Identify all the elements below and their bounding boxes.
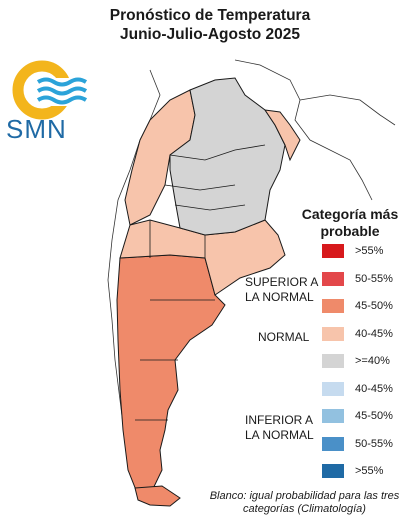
legend-swatch — [322, 354, 344, 368]
legend-swatch-label: 50-55% — [355, 437, 393, 450]
note-line-1: Blanco: igual probabilidad para las tres — [209, 490, 400, 502]
smn-logo-icon — [12, 60, 100, 120]
inferior-line-1: INFERIOR A — [245, 413, 314, 427]
map-title: Pronóstico de Temperatura Junio-Julio-Ag… — [0, 6, 420, 44]
legend-swatch — [322, 464, 344, 478]
legend-swatch-label: 45-50% — [355, 300, 393, 312]
superior-line-2: LA NORMAL — [245, 290, 314, 304]
legend-title-line-2: probable — [320, 223, 380, 239]
legend-swatch-label: 50-55% — [355, 272, 393, 285]
superior-line-1: SUPERIOR A — [245, 275, 319, 289]
legend-swatch — [322, 244, 344, 258]
legend-swatch-label: >55% — [355, 465, 384, 477]
region-misiones — [263, 109, 301, 162]
legend-swatch-label: >=40% — [355, 355, 390, 367]
legend-category-inferior: INFERIOR A LA NORMAL — [245, 413, 314, 443]
smn-logo-text: SMN — [6, 114, 67, 144]
title-line-2: Junio-Julio-Agosto 2025 — [120, 26, 300, 43]
note-line-2: categorías (Climatología) — [243, 503, 366, 515]
region-tierra-del-fuego — [134, 485, 181, 507]
legend-swatch-label: 40-45% — [355, 382, 393, 395]
climatology-note: Blanco: igual probabilidad para las tres… — [192, 490, 417, 516]
title-line-1: Pronóstico de Temperatura — [109, 7, 311, 24]
legend-swatch — [322, 326, 344, 341]
region-patagonia — [116, 254, 226, 501]
legend-swatch-label: 45-50% — [355, 410, 393, 422]
legend-swatch-label: >55% — [355, 245, 384, 257]
legend-swatch — [322, 381, 344, 396]
legend-swatch-label: 40-45% — [355, 327, 393, 340]
legend-swatch — [322, 271, 344, 286]
legend-title-line-1: Categoría más — [301, 206, 399, 222]
legend-swatch — [322, 409, 344, 423]
legend-title: Categoría más probable — [295, 206, 405, 240]
legend-swatch — [322, 299, 344, 313]
region-pampas-south — [119, 219, 286, 296]
legend-category-normal: NORMAL — [258, 330, 310, 344]
province-borders — [135, 144, 266, 421]
inferior-line-2: LA NORMAL — [245, 428, 314, 442]
legend-swatch — [322, 436, 344, 451]
legend-category-superior: SUPERIOR A LA NORMAL — [245, 275, 318, 305]
